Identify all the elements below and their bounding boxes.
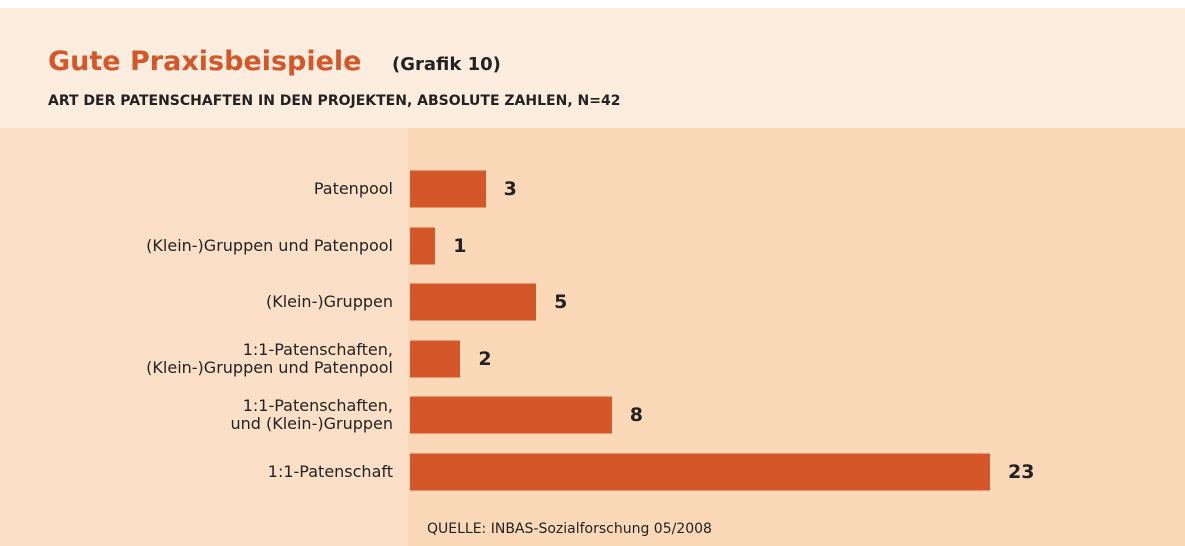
data-label: 2 bbox=[478, 347, 492, 370]
chart-tag: (Grafik 10) bbox=[392, 54, 501, 75]
bar bbox=[410, 396, 612, 434]
chart: Gute Praxisbeispiele (Grafik 10) ART DER… bbox=[0, 8, 1185, 546]
chart-subtitle: ART DER PATENSCHAFTEN IN DEN PROJEKTEN, … bbox=[48, 93, 621, 109]
category-label: (Klein-)Gruppen und Patenpool bbox=[146, 235, 393, 255]
bar bbox=[410, 453, 990, 491]
data-label: 1 bbox=[453, 234, 467, 257]
data-label: 3 bbox=[503, 178, 517, 200]
category-label: 1:1-Patenschaften, (Klein-)Gruppen und P… bbox=[146, 339, 393, 377]
chart-title: Gute Praxisbeispiele bbox=[48, 46, 362, 77]
bar bbox=[410, 283, 537, 321]
bar bbox=[410, 340, 461, 378]
data-label: 23 bbox=[1008, 461, 1035, 483]
header-background bbox=[0, 8, 1185, 128]
category-label: 1:1-Patenschaft bbox=[267, 462, 393, 481]
data-label: 8 bbox=[629, 404, 643, 427]
category-label: 1:1-Patenschaften, und (Klein-)Gruppen bbox=[230, 396, 393, 434]
bar bbox=[410, 227, 436, 265]
label-background bbox=[0, 128, 408, 546]
source-note: QUELLE: INBAS-Sozialforschung 05/2008 bbox=[427, 521, 712, 537]
bar bbox=[410, 170, 486, 208]
category-label: (Klein-)Gruppen bbox=[265, 292, 393, 312]
data-label: 5 bbox=[554, 291, 568, 314]
category-label: Patenpool bbox=[313, 179, 393, 198]
